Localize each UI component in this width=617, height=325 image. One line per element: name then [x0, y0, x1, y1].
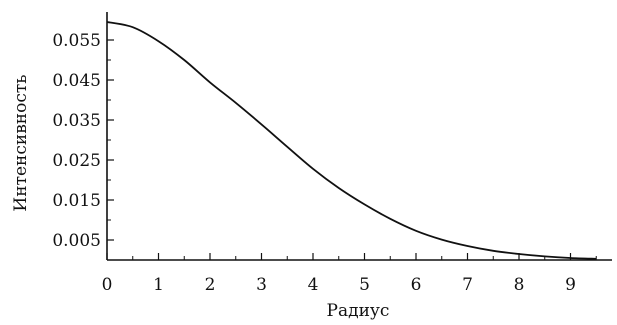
- y-axis-label: Интенсивность: [11, 74, 31, 211]
- x-tick-label: 9: [565, 275, 576, 295]
- x-tick-label: 8: [514, 275, 525, 295]
- ticks: 0 1 2 3 4 5 6 7 8 9 0.005 0.015 0.025 0.035 0.045 0.055: [52, 31, 597, 295]
- intensity-curve: [106, 21, 597, 260]
- x-tick-label: 6: [411, 275, 422, 295]
- y-tick-label: 0.055: [52, 31, 101, 51]
- x-tick-label: 1: [153, 275, 164, 295]
- plot-area: [106, 21, 597, 260]
- y-tick-label: 0.015: [52, 191, 101, 211]
- x-tick-label: 2: [205, 275, 216, 295]
- x-tick-label: 3: [256, 275, 267, 295]
- x-axis-label: Радиус: [327, 301, 390, 321]
- x-tick-label: 5: [359, 275, 370, 295]
- y-tick-label: 0.045: [52, 71, 101, 91]
- x-tick-label: 7: [462, 275, 473, 295]
- x-tick-label: 4: [308, 275, 319, 295]
- x-tick-label: 0: [102, 275, 113, 295]
- y-tick-label: 0.005: [52, 231, 101, 251]
- y-tick-label: 0.025: [52, 151, 101, 171]
- axes: [106, 12, 612, 261]
- y-tick-label: 0.035: [52, 111, 101, 131]
